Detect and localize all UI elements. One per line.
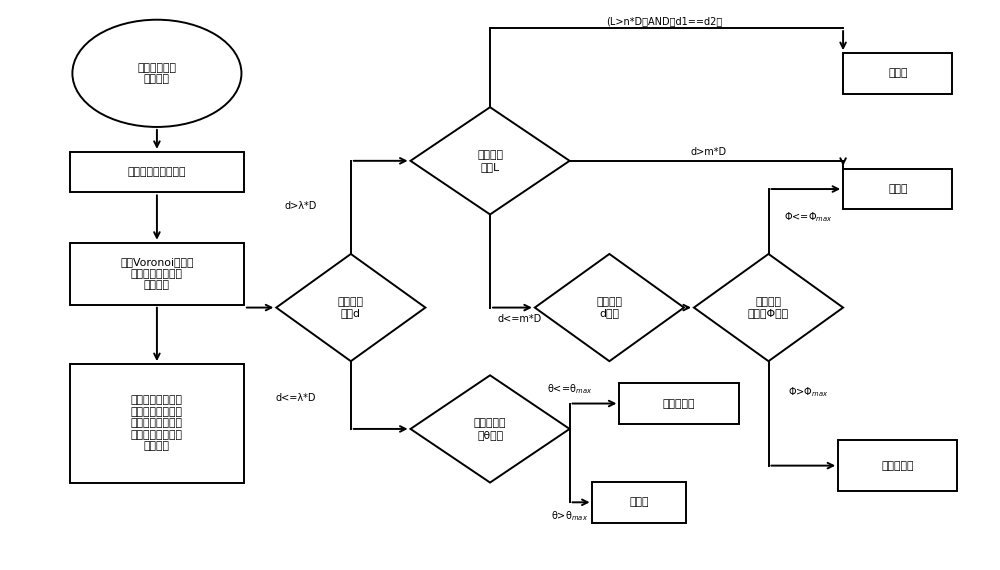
Text: 对三维模型进行切片: 对三维模型进行切片 <box>128 167 186 177</box>
Text: 毛糙区: 毛糙区 <box>629 497 649 507</box>
Text: d>λ*D: d>λ*D <box>285 201 317 211</box>
Text: Φ>Φ$_{max}$: Φ>Φ$_{max}$ <box>788 385 829 399</box>
Text: θ<=θ$_{max}$: θ<=θ$_{max}$ <box>547 382 592 396</box>
FancyBboxPatch shape <box>70 152 244 193</box>
Text: 计算每条骨架线长
度、端点处直径以
及相邻骨架线偏转
角及切片轮廓偏转
角并存储: 计算每条骨架线长 度、端点处直径以 及相邻骨架线偏转 角及切片轮廓偏转 角并存储 <box>131 395 183 451</box>
Text: 平滑薄壁区: 平滑薄壁区 <box>663 398 695 409</box>
Text: 构建待制造的
三维模型: 构建待制造的 三维模型 <box>137 63 176 84</box>
Text: 直方区: 直方区 <box>888 68 908 78</box>
FancyBboxPatch shape <box>843 53 952 93</box>
Text: d>m*D: d>m*D <box>691 148 727 157</box>
Polygon shape <box>411 375 570 483</box>
Text: 主骨架线
长度L: 主骨架线 长度L <box>477 150 503 172</box>
Text: d<=m*D: d<=m*D <box>498 314 542 324</box>
FancyBboxPatch shape <box>70 364 244 483</box>
Text: 过渡平缓区: 过渡平缓区 <box>882 461 914 471</box>
Text: 骨架线偏转
角θ大小: 骨架线偏转 角θ大小 <box>474 418 506 439</box>
Polygon shape <box>694 254 843 361</box>
Polygon shape <box>535 254 684 361</box>
Text: 端点直径
d大小: 端点直径 d大小 <box>596 297 622 319</box>
Text: d<=λ*D: d<=λ*D <box>276 393 316 403</box>
Text: 切片轮廓
偏转角Φ大小: 切片轮廓 偏转角Φ大小 <box>748 297 789 319</box>
Text: Φ<=Φ$_{max}$: Φ<=Φ$_{max}$ <box>784 210 833 224</box>
Text: 判断端点
直径d: 判断端点 直径d <box>338 297 364 319</box>
Polygon shape <box>411 107 570 214</box>
FancyBboxPatch shape <box>843 169 952 209</box>
Ellipse shape <box>72 20 241 127</box>
Text: (L>n*D）AND（d1==d2）: (L>n*D）AND（d1==d2） <box>606 16 722 26</box>
FancyBboxPatch shape <box>619 383 739 424</box>
FancyBboxPatch shape <box>838 440 957 491</box>
Text: θ>θ$_{max}$: θ>θ$_{max}$ <box>551 510 588 523</box>
FancyBboxPatch shape <box>592 482 686 523</box>
FancyBboxPatch shape <box>70 243 244 305</box>
Polygon shape <box>276 254 425 361</box>
Text: 使用Voronoi算法得
到某层待处理切片
的骨架线: 使用Voronoi算法得 到某层待处理切片 的骨架线 <box>120 257 194 290</box>
Text: 平滑区: 平滑区 <box>888 184 908 194</box>
